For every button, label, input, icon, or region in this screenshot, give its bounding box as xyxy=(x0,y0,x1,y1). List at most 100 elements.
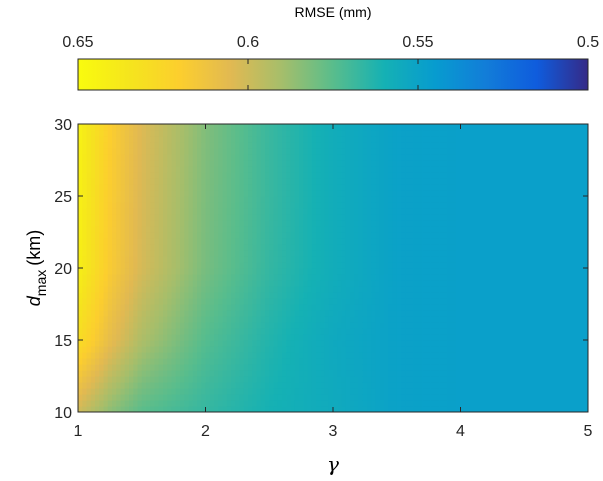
heatmap-cell xyxy=(205,394,211,401)
heatmap-cell xyxy=(150,124,156,131)
heatmap-cell xyxy=(341,304,347,311)
heatmap-cell xyxy=(95,208,100,215)
heatmap-cell xyxy=(120,214,126,221)
heatmap-cell xyxy=(456,124,462,131)
heatmap-cell xyxy=(218,340,224,347)
heatmap-cell xyxy=(218,214,224,221)
heatmap-cell xyxy=(460,376,466,383)
heatmap-cell xyxy=(350,130,355,137)
heatmap-cell xyxy=(337,280,343,287)
heatmap-cell xyxy=(367,154,372,161)
heatmap-cell xyxy=(418,148,423,155)
heatmap-cell xyxy=(362,292,368,299)
heatmap-cell xyxy=(299,244,304,251)
heatmap-cell xyxy=(150,400,156,407)
heatmap-cell xyxy=(384,184,389,191)
heatmap-cell xyxy=(248,226,253,233)
heatmap-cell xyxy=(392,148,398,155)
heatmap-cell xyxy=(486,166,491,173)
heatmap-cell xyxy=(409,406,415,412)
heatmap-cell xyxy=(163,352,168,359)
heatmap-cell xyxy=(214,232,219,239)
heatmap-cell xyxy=(409,154,415,161)
heatmap-cell xyxy=(260,208,266,215)
heatmap-cell xyxy=(146,376,151,383)
heatmap-cell xyxy=(396,130,402,137)
heatmap-cell xyxy=(294,178,300,185)
heatmap-cell xyxy=(481,148,487,155)
heatmap-cell xyxy=(205,184,211,191)
heatmap-cell xyxy=(341,214,347,221)
heatmap-cell xyxy=(218,394,224,401)
heatmap-cell xyxy=(337,142,343,149)
heatmap-cell xyxy=(129,142,134,149)
heatmap-cell xyxy=(222,346,228,353)
heatmap-cell xyxy=(116,286,122,293)
heatmap-cell xyxy=(252,250,258,257)
heatmap-cell xyxy=(435,190,440,197)
heatmap-cell xyxy=(477,256,483,263)
heatmap-cell xyxy=(460,172,466,179)
heatmap-cell xyxy=(146,298,151,305)
heatmap-cell xyxy=(218,334,224,341)
heatmap-cell xyxy=(503,166,508,173)
heatmap-cell xyxy=(95,226,100,233)
heatmap-cell xyxy=(515,262,521,269)
heatmap-cell xyxy=(443,274,449,281)
heatmap-cell xyxy=(371,244,377,251)
heatmap-cell xyxy=(252,232,258,239)
heatmap-cell xyxy=(277,130,283,137)
heatmap-cell xyxy=(273,130,279,137)
heatmap-cell xyxy=(214,238,219,245)
heatmap-cell xyxy=(184,238,190,245)
heatmap-cell xyxy=(396,190,402,197)
heatmap-cell xyxy=(328,136,334,143)
heatmap-cell xyxy=(422,148,428,155)
heatmap-cell xyxy=(303,196,309,203)
heatmap-cell xyxy=(379,280,385,287)
heatmap-cell xyxy=(180,364,185,371)
heatmap-cell xyxy=(490,382,496,389)
heatmap-cell xyxy=(396,376,402,383)
heatmap-cell xyxy=(316,220,321,227)
heatmap-cell xyxy=(99,286,105,293)
heatmap-cell xyxy=(345,160,351,167)
heatmap-cell xyxy=(426,292,432,299)
heatmap-cell xyxy=(150,256,156,263)
heatmap-cell xyxy=(235,316,241,323)
heatmap-cell xyxy=(388,316,394,323)
heatmap-cell xyxy=(273,160,279,167)
heatmap-cell xyxy=(171,316,177,323)
heatmap-cell xyxy=(345,268,351,275)
heatmap-cell xyxy=(303,232,309,239)
heatmap-cell xyxy=(439,148,445,155)
heatmap-cell xyxy=(418,370,423,377)
heatmap-cell xyxy=(354,130,360,137)
heatmap-cell xyxy=(320,190,326,197)
heatmap-cell xyxy=(260,298,266,305)
heatmap-cell xyxy=(286,262,292,269)
heatmap-cell xyxy=(286,238,292,245)
heatmap-cell xyxy=(282,190,287,197)
heatmap-cell xyxy=(439,298,445,305)
heatmap-cell xyxy=(486,178,491,185)
heatmap-cell xyxy=(311,202,317,209)
heatmap-cell xyxy=(99,130,105,137)
heatmap-cell xyxy=(498,274,504,281)
heatmap-cell xyxy=(405,292,411,299)
heatmap-cell xyxy=(350,406,355,412)
heatmap-cell xyxy=(231,388,236,395)
heatmap-cell xyxy=(443,298,449,305)
heatmap-cell xyxy=(473,346,479,353)
heatmap-cell xyxy=(260,268,266,275)
heatmap-cell xyxy=(311,394,317,401)
heatmap-cell xyxy=(141,148,147,155)
heatmap-cell xyxy=(282,124,287,131)
heatmap-cell xyxy=(405,220,411,227)
heatmap-cell xyxy=(192,142,198,149)
heatmap-cell xyxy=(171,238,177,245)
heatmap-cell xyxy=(269,184,275,191)
heatmap-cell xyxy=(192,214,198,221)
heatmap-cell xyxy=(103,190,109,197)
heatmap-cell xyxy=(188,262,194,269)
